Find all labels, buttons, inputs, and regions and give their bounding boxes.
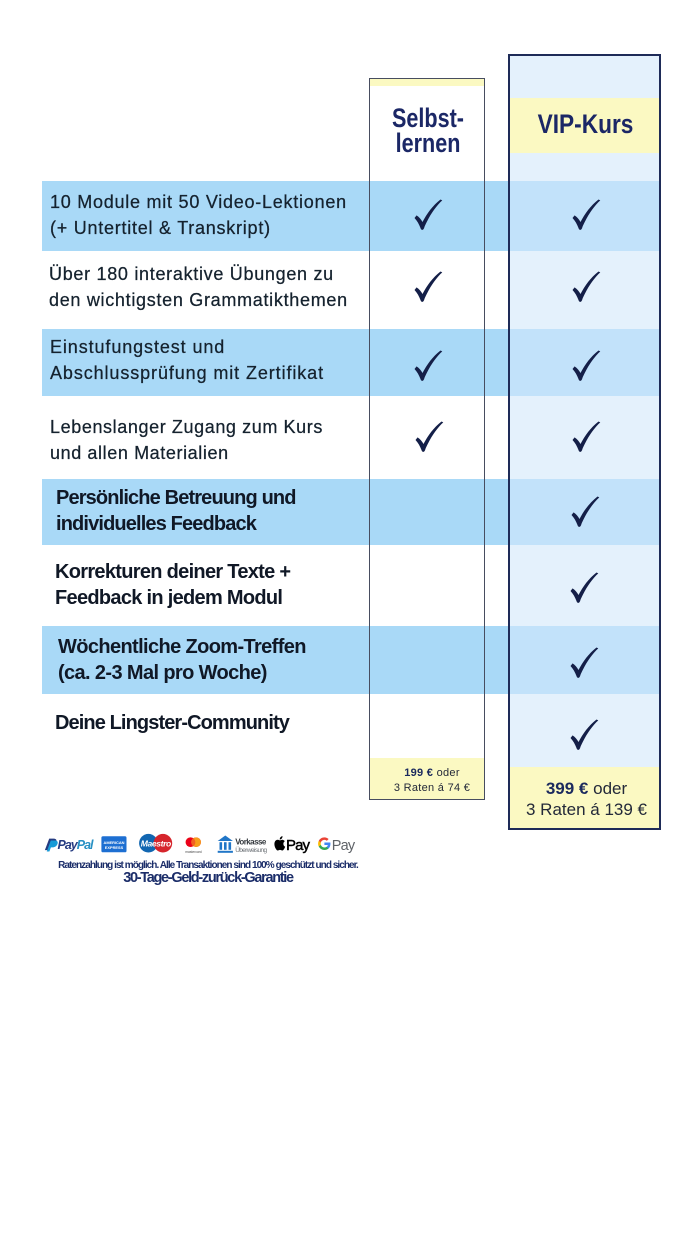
svg-text:Pay: Pay (332, 838, 356, 854)
svg-text:Vorkasse: Vorkasse (235, 838, 267, 847)
svg-text:Pay: Pay (286, 837, 311, 854)
svg-text:mastercard: mastercard (185, 850, 202, 854)
svg-text:Überweisung: Überweisung (235, 846, 267, 854)
svg-text:Maestro: Maestro (141, 839, 171, 849)
svg-text:AMERICAN: AMERICAN (104, 840, 125, 845)
svg-text:EXPRESS: EXPRESS (105, 845, 124, 850)
